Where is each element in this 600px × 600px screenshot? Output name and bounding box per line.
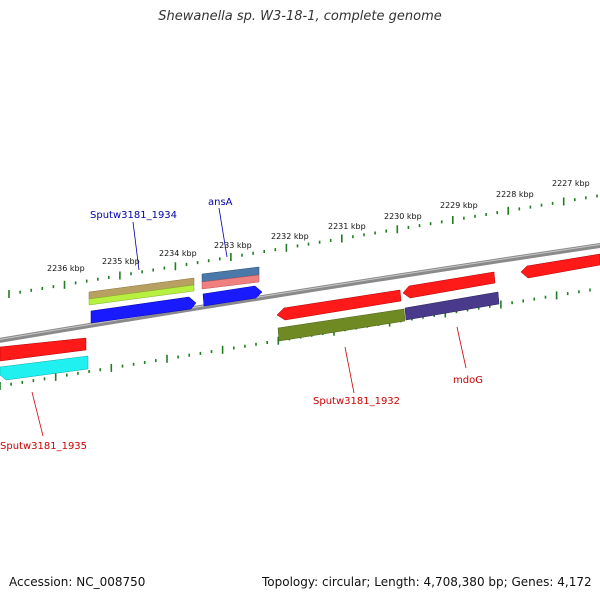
- tick-label-2235: 2235 kbp: [102, 257, 140, 266]
- gene-label-sputw3181-1934[interactable]: Sputw3181_1934: [90, 210, 177, 221]
- gene-feature-olive[interactable]: [277, 308, 406, 342]
- gene-feature-pink[interactable]: [201, 274, 260, 290]
- gene-feature-cyan[interactable]: [0, 355, 89, 381]
- tick-label-2227: 2227 kbp: [552, 179, 590, 188]
- gene-label-sputw3181-1935[interactable]: Sputw3181_1935: [0, 441, 87, 452]
- gene-feature-blue-1934[interactable]: [90, 296, 197, 324]
- tick-label-2230: 2230 kbp: [384, 212, 422, 221]
- leader-ansa: [218, 207, 228, 258]
- gene-feature-red-right[interactable]: [520, 253, 600, 279]
- gene-label-mdog[interactable]: mdoG: [453, 375, 483, 386]
- genome-backbone: [0, 242, 600, 343]
- gene-label-ansa[interactable]: ansA: [208, 197, 233, 208]
- gene-feature-red-1935[interactable]: [0, 337, 87, 362]
- inner-ruler: [0, 288, 591, 390]
- features-outer: [88, 253, 600, 324]
- leader-sputw3181-1934: [132, 221, 140, 271]
- gene-feature-red-1932[interactable]: [276, 289, 402, 321]
- leader-sputw3181-1935: [31, 391, 44, 437]
- genome-summary: Topology: circular; Length: 4,708,380 bp…: [262, 575, 592, 589]
- gene-labels: Sputw3181_1934 ansA Sputw3181_1935 Sputw…: [0, 197, 483, 452]
- leader-sputw3181-1932: [344, 346, 355, 394]
- outer-ruler: [8, 194, 598, 298]
- tick-label-2228: 2228 kbp: [496, 190, 534, 199]
- tick-label-2231: 2231 kbp: [328, 222, 366, 231]
- tick-label-2229: 2229 kbp: [440, 201, 478, 210]
- gene-label-sputw3181-1932[interactable]: Sputw3181_1932: [313, 396, 400, 407]
- ruler-labels: 2236 kbp 2235 kbp 2234 kbp 2233 kbp 2232…: [47, 179, 590, 273]
- gene-feature-red-upper[interactable]: [402, 271, 496, 299]
- gene-feature-blue-ansa[interactable]: [202, 285, 263, 307]
- features-inner: [0, 291, 500, 381]
- tick-label-2234: 2234 kbp: [159, 249, 197, 258]
- label-leaders: [31, 207, 467, 437]
- leader-mdog: [456, 326, 467, 369]
- tick-label-2232: 2232 kbp: [271, 232, 309, 241]
- map-title: Shewanella sp. W3-18-1, complete genome: [158, 9, 442, 24]
- tick-label-2233: 2233 kbp: [214, 241, 252, 250]
- gene-feature-purple[interactable]: [404, 291, 500, 321]
- gene-feature-lime[interactable]: [88, 284, 195, 306]
- tick-label-2236: 2236 kbp: [47, 264, 85, 273]
- accession-text: Accession: NC_008750: [9, 575, 146, 589]
- genome-backbone-highlight: [0, 243, 600, 340]
